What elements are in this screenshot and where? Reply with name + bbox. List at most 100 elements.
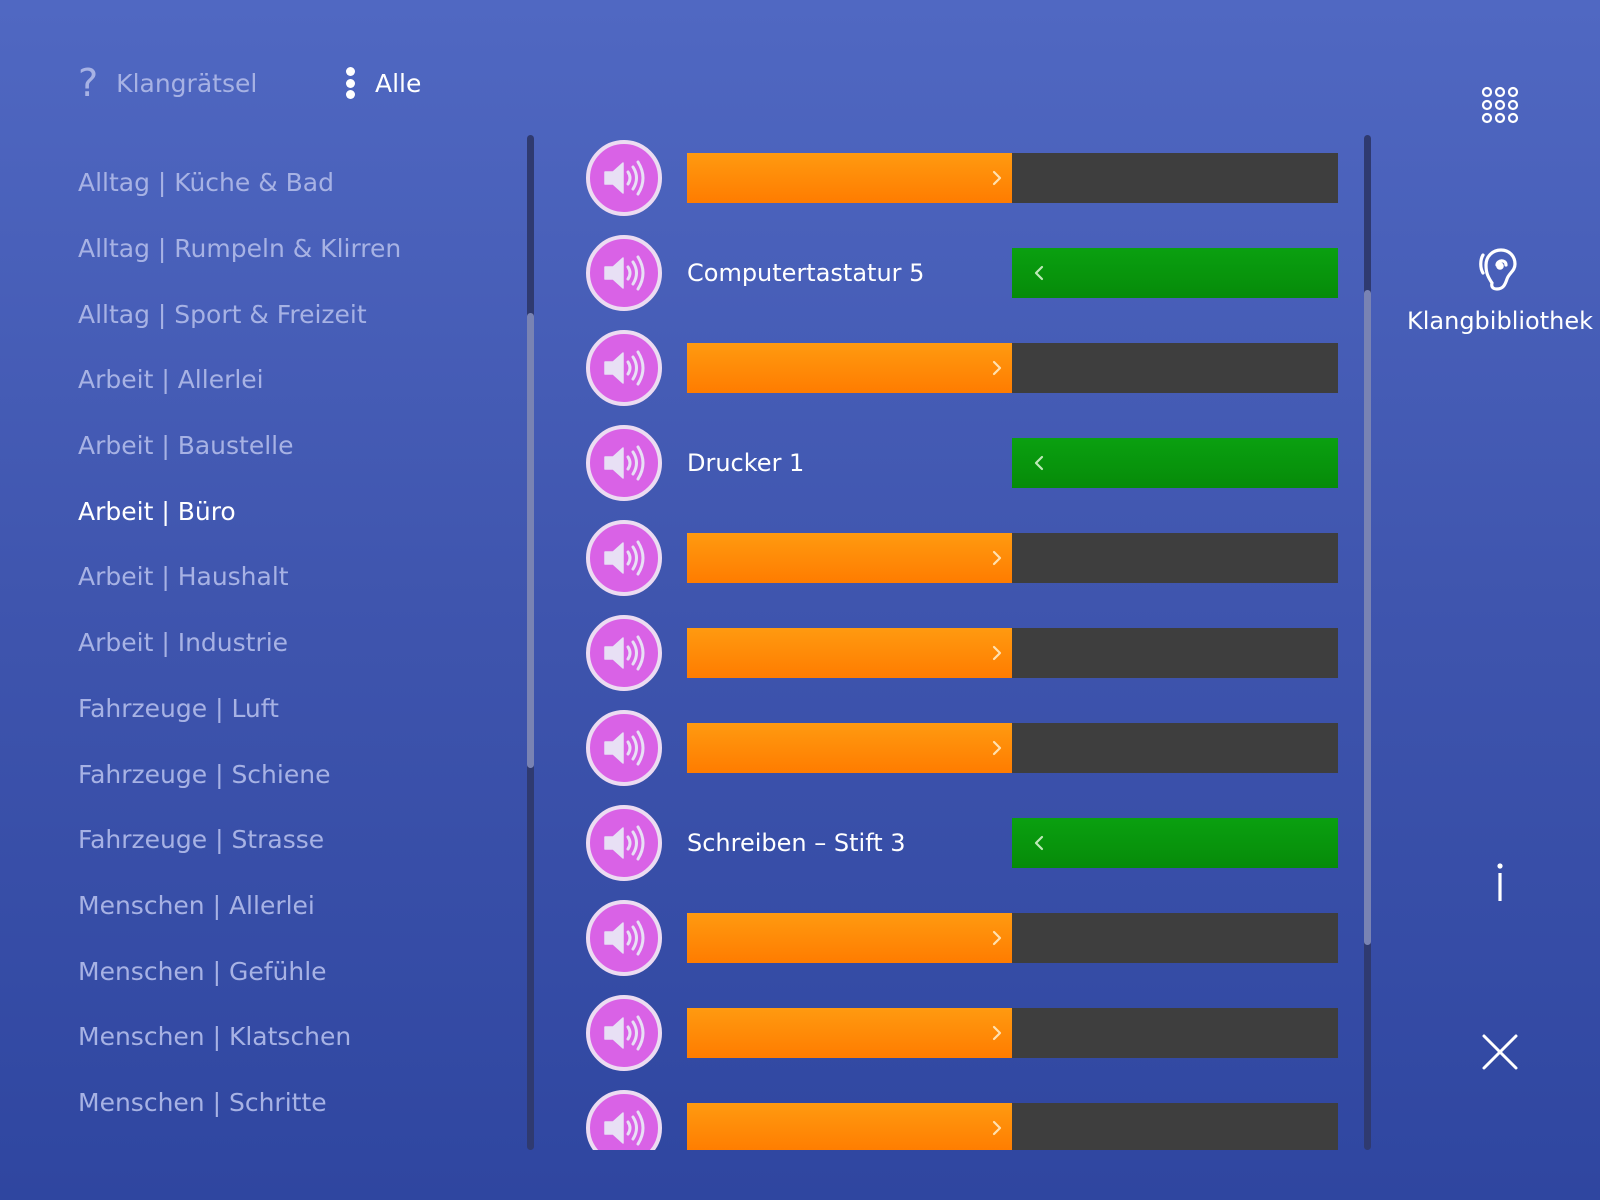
play-sound-button[interactable] (586, 900, 662, 976)
sound-row (570, 605, 1350, 702)
speaker-icon (604, 920, 645, 956)
answer-bar[interactable]: Drucker 1 (687, 438, 1338, 488)
tab-alle[interactable]: Alle (346, 58, 421, 108)
speaker-icon (604, 445, 645, 481)
play-sound-button[interactable] (586, 235, 662, 311)
speaker-icon (604, 255, 645, 291)
sound-name: Schreiben – Stift 3 (687, 829, 906, 857)
category-item[interactable]: Arbeit | Büro (78, 496, 236, 526)
answer-bar[interactable] (687, 1008, 1338, 1058)
chevron-right-icon (987, 533, 1007, 583)
sound-row (570, 890, 1350, 987)
category-item[interactable]: Arbeit | Allerlei (78, 365, 264, 395)
sound-row (570, 985, 1350, 1082)
answer-bar[interactable] (687, 913, 1338, 963)
answer-bar[interactable]: Schreiben – Stift 3 (687, 818, 1338, 868)
sound-list: Computertastatur 5 Drucker 1 Schreiben – S… (570, 130, 1350, 1150)
chevron-right-icon (987, 913, 1007, 963)
sound-list-scrollbar[interactable] (1364, 135, 1371, 1150)
chevron-left-icon (1029, 248, 1049, 298)
question-mark-icon: ? (78, 61, 99, 105)
klangbibliothek-button[interactable]: Klangbibliothek (1405, 245, 1595, 355)
play-sound-button[interactable] (586, 615, 662, 691)
answer-bar-green (1012, 248, 1338, 298)
category-item[interactable]: Fahrzeuge | Schiene (78, 759, 331, 789)
sound-row (570, 320, 1350, 417)
klangbibliothek-label: Klangbibliothek (1407, 307, 1593, 335)
close-icon[interactable] (1480, 1032, 1520, 1072)
chevron-right-icon (987, 343, 1007, 393)
chevron-right-icon (987, 1103, 1007, 1150)
answer-bar[interactable] (687, 533, 1338, 583)
category-item[interactable]: Menschen | Schritte (78, 1087, 327, 1117)
answer-bar-orange (687, 723, 1012, 773)
category-item[interactable]: Alltag | Sport & Freizeit (78, 299, 367, 329)
tab-klangraetsel[interactable]: ? Klangrätsel (78, 58, 257, 108)
speaker-icon (604, 635, 645, 671)
sound-row (570, 510, 1350, 607)
category-item[interactable]: Fahrzeuge | Luft (78, 693, 279, 723)
answer-bar-orange (687, 1103, 1012, 1150)
play-sound-button[interactable] (586, 330, 662, 406)
category-item[interactable]: Menschen | Allerlei (78, 890, 315, 920)
sound-row: Schreiben – Stift 3 (570, 795, 1350, 892)
play-sound-button[interactable] (586, 140, 662, 216)
sound-name: Drucker 1 (687, 449, 805, 477)
play-sound-button[interactable] (586, 1090, 662, 1150)
play-sound-button[interactable] (586, 995, 662, 1071)
sound-row (570, 130, 1350, 227)
chevron-right-icon (987, 723, 1007, 773)
speaker-icon (604, 540, 645, 576)
sound-row: Drucker 1 (570, 415, 1350, 512)
category-item[interactable]: Menschen | Gefühle (78, 956, 327, 986)
sound-row: Computertastatur 5 (570, 225, 1350, 322)
sound-row (570, 1080, 1350, 1150)
info-icon[interactable] (1480, 862, 1520, 902)
category-item[interactable]: Arbeit | Industrie (78, 628, 289, 658)
speaker-icon (604, 825, 645, 861)
category-list: Alltag | Küche & Bad Alltag | Rumpeln & K… (78, 150, 508, 1135)
chevron-right-icon (987, 1008, 1007, 1058)
play-sound-button[interactable] (586, 710, 662, 786)
answer-bar[interactable] (687, 628, 1338, 678)
top-tabs: ? Klangrätsel Alle (78, 58, 538, 108)
speaker-icon (604, 730, 645, 766)
speaker-icon (604, 350, 645, 386)
category-item[interactable]: Arbeit | Baustelle (78, 431, 294, 461)
chevron-left-icon (1029, 438, 1049, 488)
chevron-right-icon (987, 153, 1007, 203)
play-sound-button[interactable] (586, 805, 662, 881)
speaker-icon (604, 160, 645, 196)
category-item[interactable]: Alltag | Küche & Bad (78, 168, 334, 198)
category-item[interactable]: Arbeit | Haushalt (78, 562, 289, 592)
sound-list-scrollbar-thumb[interactable] (1364, 290, 1371, 945)
answer-bar[interactable] (687, 1103, 1338, 1150)
answer-bar-green (1012, 438, 1338, 488)
grid-icon[interactable] (1481, 86, 1519, 124)
vertical-dots-icon (346, 67, 355, 99)
tab-alle-label: Alle (375, 68, 422, 98)
answer-bar-orange (687, 628, 1012, 678)
speaker-icon (604, 1110, 645, 1146)
answer-bar[interactable] (687, 343, 1338, 393)
category-scrollbar-thumb[interactable] (527, 313, 534, 768)
answer-bar-orange (687, 913, 1012, 963)
category-item[interactable]: Menschen | Klatschen (78, 1022, 352, 1052)
chevron-left-icon (1029, 818, 1049, 868)
sound-row (570, 700, 1350, 797)
play-sound-button[interactable] (586, 425, 662, 501)
category-item[interactable]: Alltag | Rumpeln & Klirren (78, 234, 402, 264)
answer-bar[interactable] (687, 723, 1338, 773)
answer-bar-orange (687, 343, 1012, 393)
play-sound-button[interactable] (586, 520, 662, 596)
answer-bar[interactable] (687, 153, 1338, 203)
answer-bar[interactable]: Computertastatur 5 (687, 248, 1338, 298)
sound-name: Computertastatur 5 (687, 259, 925, 287)
answer-bar-green (1012, 818, 1338, 868)
tab-klangraetsel-label: Klangrätsel (116, 68, 258, 98)
answer-bar-orange (687, 533, 1012, 583)
ear-icon (1479, 248, 1517, 291)
category-item[interactable]: Fahrzeuge | Strasse (78, 825, 325, 855)
category-scrollbar[interactable] (527, 135, 534, 1150)
answer-bar-orange (687, 1008, 1012, 1058)
